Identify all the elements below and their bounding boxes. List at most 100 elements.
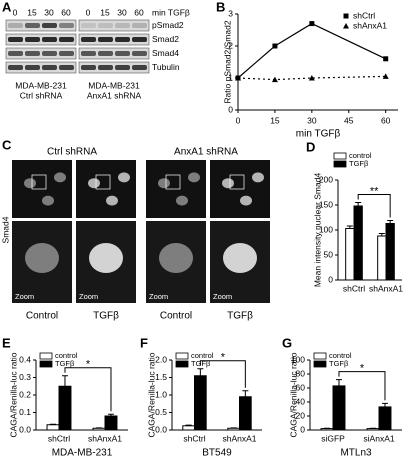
blot-band	[42, 65, 57, 70]
y-tick-label: 0.0	[155, 424, 167, 434]
panel-label: E	[2, 335, 11, 350]
blot-band	[59, 65, 74, 70]
cell	[240, 196, 252, 206]
group-caption: MDA-MB-231	[15, 80, 67, 90]
y-tick-label: 0	[300, 424, 305, 434]
cell	[106, 196, 118, 206]
bar	[47, 425, 59, 430]
y-tick-label: 0.1	[19, 407, 31, 417]
blot-band	[115, 51, 130, 56]
bar	[105, 416, 117, 430]
blot-band	[115, 37, 130, 42]
legend-marker	[344, 14, 349, 19]
point	[272, 77, 278, 83]
zoom-label: Zoom	[149, 292, 168, 301]
group-title: AnxA1 shRNA	[174, 147, 238, 158]
bar	[93, 428, 105, 430]
legend-swatch	[176, 353, 188, 359]
blot-band	[25, 23, 40, 28]
x-tick-label: shAnxA1	[369, 283, 403, 293]
legend-swatch	[40, 361, 52, 367]
panel-label: C	[2, 137, 12, 152]
x-tick-label: 0	[236, 115, 241, 125]
nucleus-zoom	[223, 243, 257, 273]
legend-swatch	[176, 361, 188, 367]
panel-label: F	[140, 335, 148, 350]
legend-label: TGFβ	[329, 359, 349, 368]
significance-bracket	[358, 195, 390, 218]
blot-band	[115, 65, 130, 70]
blot-band	[25, 65, 40, 70]
cell	[252, 172, 264, 182]
error-bar	[382, 403, 388, 407]
legend-label: TGFβ	[55, 359, 75, 368]
time-label: 30	[117, 7, 127, 17]
blot-band	[25, 37, 40, 42]
x-tick-label: 60	[381, 115, 391, 125]
legend-swatch	[314, 353, 326, 359]
x-tick-label: 30	[307, 115, 317, 125]
panel-label: B	[216, 0, 225, 14]
blot-band	[42, 37, 57, 42]
group-caption: MDA-MB-231	[88, 80, 140, 90]
y-tick-label: 50	[324, 249, 334, 259]
legend-label: TGFβ	[349, 159, 369, 168]
error-bar	[355, 203, 361, 207]
y-tick-label: 3	[228, 8, 233, 18]
point	[383, 56, 388, 61]
bar	[240, 397, 252, 430]
cell	[176, 196, 188, 206]
y-tick-label: 0.2	[19, 389, 31, 399]
legend-label: shAnxA1	[353, 20, 387, 30]
significance-label: *	[221, 352, 226, 364]
blot-band	[98, 51, 113, 56]
legend-label: TGFβ	[191, 359, 211, 368]
nucleus-zoom	[25, 243, 59, 273]
y-axis-label: CAGA/Renilla-luc ratio	[146, 352, 156, 437]
legend-marker	[343, 23, 349, 29]
significance-label: *	[360, 363, 365, 375]
y-tick-label: 0.4	[19, 354, 31, 364]
nucleus-zoom	[159, 243, 193, 273]
x-tick-label: shCtrl	[48, 433, 70, 443]
blot-band	[25, 51, 40, 56]
column-label: TGFβ	[93, 311, 119, 322]
y-tick-label: 2.0	[155, 354, 167, 364]
y-tick-label: 0.0	[19, 424, 31, 434]
bar	[228, 428, 240, 430]
column-label: Control	[26, 311, 58, 322]
blot-band	[8, 23, 23, 28]
bar	[386, 224, 394, 281]
y-tick-label: 1.0	[155, 389, 167, 399]
x-axis-label: MDA-MB-231	[52, 448, 113, 459]
blot-band	[42, 51, 57, 56]
y-tick-label: 0	[328, 274, 333, 284]
error-bar	[336, 380, 342, 386]
blot-band	[8, 37, 23, 42]
cell	[54, 172, 66, 182]
stain-label: Smad4	[0, 216, 10, 243]
error-bar	[50, 424, 56, 425]
blot-band	[8, 65, 23, 70]
cell	[88, 178, 100, 188]
x-tick-label: shAnxA1	[222, 433, 256, 443]
y-tick-label: 0.3	[19, 372, 31, 382]
blot-band	[81, 65, 96, 70]
legend-swatch	[334, 153, 346, 159]
legend-swatch	[314, 361, 326, 367]
time-label: 15	[100, 7, 110, 17]
row-label: Smad4	[152, 48, 179, 58]
blot-band	[98, 37, 113, 42]
point	[309, 21, 314, 26]
series-line	[238, 24, 386, 78]
bar	[379, 407, 391, 430]
blot-band	[59, 23, 74, 28]
error-bar	[62, 376, 68, 387]
significance-bracket	[65, 368, 111, 412]
bar	[59, 386, 71, 430]
bar	[346, 229, 354, 281]
row-label: Tubulin	[152, 62, 180, 72]
blot-band	[132, 23, 147, 28]
zoom-label: Zoom	[15, 292, 34, 301]
x-tick-label: shCtrl	[183, 433, 205, 443]
